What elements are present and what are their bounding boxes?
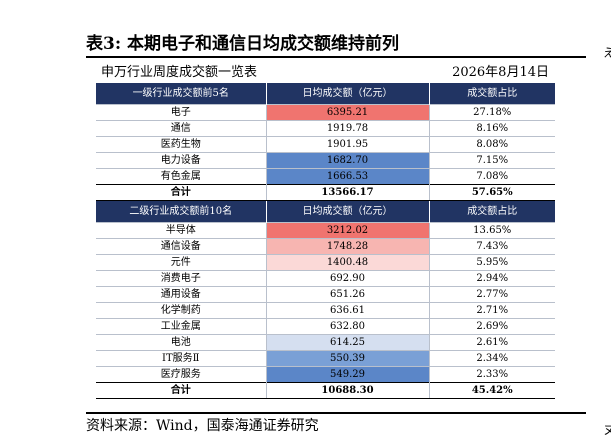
header-cell: 成交额占比 [429, 200, 555, 223]
turnover-share: 2.77% [429, 286, 555, 303]
industry-name: 通用设备 [96, 286, 267, 303]
subtitle-left: 申万行业周度成交额一览表 [101, 65, 258, 80]
turnover-share: 2.71% [429, 302, 555, 319]
daily-turnover-value: 636.61 [266, 302, 430, 319]
table-row: 化学制药 636.61 2.71% [96, 302, 555, 319]
table-row: 电池 614.25 2.61% [96, 334, 555, 351]
daily-turnover-value: 1901.95 [266, 136, 430, 153]
table-body: 一级行业成交额前5名 日均成交额（亿元） 成交额占比 电子 6395.21 27.18% 通… [96, 83, 555, 399]
daily-turnover-value: 692.90 [266, 270, 430, 287]
daily-turnover-value: 6395.21 [266, 104, 430, 121]
table-row: 消费电子 692.90 2.94% [96, 270, 555, 287]
daily-turnover-value: 1400.48 [266, 254, 430, 271]
turnover-share: 2.94% [429, 270, 555, 287]
total-share: 45.42% [429, 382, 555, 399]
table-row: 电力设备 1682.70 7.15% [96, 152, 555, 169]
total-value: 10688.30 [266, 382, 430, 399]
header-cell: 一级行业成交额前5名 [96, 83, 267, 105]
daily-turnover-value: 1748.28 [266, 238, 430, 255]
total-share: 57.65% [429, 184, 555, 201]
table-row: IT服务Ⅱ 550.39 2.34% [96, 350, 555, 367]
daily-turnover-value: 3212.02 [266, 222, 430, 239]
table-row: 通用设备 651.26 2.77% [96, 286, 555, 303]
table-row: 元件 1400.48 5.95% [96, 254, 555, 271]
edge-text-top: え [603, 46, 611, 60]
turnover-share: 2.61% [429, 334, 555, 351]
daily-turnover-value: 1919.78 [266, 120, 430, 137]
turnover-share: 13.65% [429, 222, 555, 239]
total-value: 13566.17 [266, 184, 430, 201]
header-cell: 成交额占比 [429, 83, 555, 105]
level1-header-row: 一级行业成交额前5名 日均成交额（亿元） 成交额占比 [96, 83, 555, 105]
header-cell: 日均成交额（亿元） [266, 83, 430, 105]
industry-name: 元件 [96, 254, 267, 271]
industry-name: 医疗服务 [96, 366, 267, 383]
table-row: 半导体 3212.02 13.65% [96, 222, 555, 239]
industry-name: IT服务Ⅱ [96, 350, 267, 367]
table-row: 通信 1919.78 8.16% [96, 120, 555, 137]
industry-name: 电力设备 [96, 152, 267, 169]
table-row: 医疗服务 549.29 2.33% [96, 366, 555, 383]
edge-text-bottom: ヌ [603, 423, 611, 437]
table-row: 有色金属 1666.53 7.08% [96, 168, 555, 185]
industry-name: 医药生物 [96, 136, 267, 153]
industry-name: 化学制药 [96, 302, 267, 319]
industry-name: 电池 [96, 334, 267, 351]
level2-header-row: 二级行业成交额前10名 日均成交额（亿元） 成交额占比 [96, 200, 555, 223]
turnover-share: 8.08% [429, 136, 555, 153]
daily-turnover-value: 632.80 [266, 318, 430, 335]
turnover-share: 7.43% [429, 238, 555, 255]
turnover-share: 5.95% [429, 254, 555, 271]
industry-name: 半导体 [96, 222, 267, 239]
turnover-share: 8.16% [429, 120, 555, 137]
subtitle-date: 2026年8月14日 [452, 65, 549, 80]
industry-name: 有色金属 [96, 168, 267, 185]
total-row: 合计 10688.30 45.42% [96, 382, 555, 399]
turnover-share: 2.34% [429, 350, 555, 367]
industry-name: 通信 [96, 120, 267, 137]
turnover-share: 27.18% [429, 104, 555, 121]
turnover-share: 2.33% [429, 366, 555, 383]
table-row: 通信设备 1748.28 7.43% [96, 238, 555, 255]
turnover-share: 7.15% [429, 152, 555, 169]
industry-turnover-table: 一级行业成交额前5名 日均成交额（亿元） 成交额占比 电子 6395.21 27.18% 通… [96, 83, 555, 399]
total-row: 合计 13566.17 57.65% [96, 184, 555, 201]
table-row: 工业金属 632.80 2.69% [96, 318, 555, 335]
total-label: 合计 [96, 382, 267, 399]
daily-turnover-value: 550.39 [266, 350, 430, 367]
table-title: 表3: 本期电子和通信日均成交额维持前列 [86, 33, 586, 58]
daily-turnover-value: 614.25 [266, 334, 430, 351]
turnover-share: 7.08% [429, 168, 555, 185]
industry-name: 通信设备 [96, 238, 267, 255]
industry-name: 电子 [96, 104, 267, 121]
turnover-share: 2.69% [429, 318, 555, 335]
industry-name: 消费电子 [96, 270, 267, 287]
source-note: 资料来源：Wind，国泰海通证券研究 [86, 412, 586, 436]
table-row: 医药生物 1901.95 8.08% [96, 136, 555, 153]
daily-turnover-value: 651.26 [266, 286, 430, 303]
header-cell: 日均成交额（亿元） [266, 200, 430, 223]
header-cell: 二级行业成交额前10名 [96, 200, 267, 223]
daily-turnover-value: 1666.53 [266, 168, 430, 185]
industry-name: 工业金属 [96, 318, 267, 335]
daily-turnover-value: 1682.70 [266, 152, 430, 169]
daily-turnover-value: 549.29 [266, 366, 430, 383]
total-label: 合计 [96, 184, 267, 201]
table-row: 电子 6395.21 27.18% [96, 104, 555, 121]
table-subtitle-bar: 申万行业周度成交额一览表 2026年8月14日 [96, 63, 555, 83]
